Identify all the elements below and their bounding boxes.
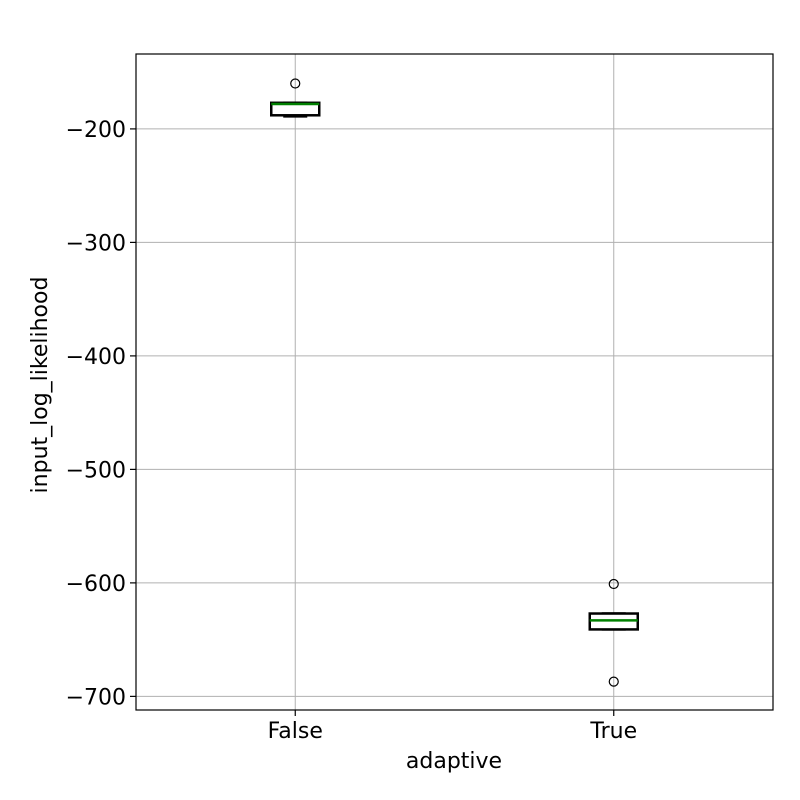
outlier-point <box>290 78 301 89</box>
x-axis-label: adaptive <box>406 749 502 774</box>
plot-area-frame <box>135 53 774 711</box>
y-axis-ticks: −200 −300 −400 −500 −600 −700 <box>66 118 136 710</box>
box-false <box>270 78 321 118</box>
y-tick-label: −600 <box>66 572 126 597</box>
y-tick-label: −400 <box>66 345 126 370</box>
x-tick-label: False <box>268 719 323 744</box>
y-tick-label: −200 <box>66 118 126 143</box>
box-plot-series <box>270 78 639 687</box>
y-tick-label: −300 <box>66 231 126 256</box>
y-tick-label: −700 <box>66 685 126 710</box>
y-axis-label: input_log_likelihood <box>28 277 53 494</box>
x-axis-ticks: False True <box>268 710 637 744</box>
grid-lines <box>136 54 773 710</box>
outlier-point <box>608 676 619 687</box>
x-tick-label: True <box>589 719 637 744</box>
outlier-point <box>608 578 619 590</box>
box-true <box>588 578 639 687</box>
y-tick-label: −500 <box>66 458 126 483</box>
